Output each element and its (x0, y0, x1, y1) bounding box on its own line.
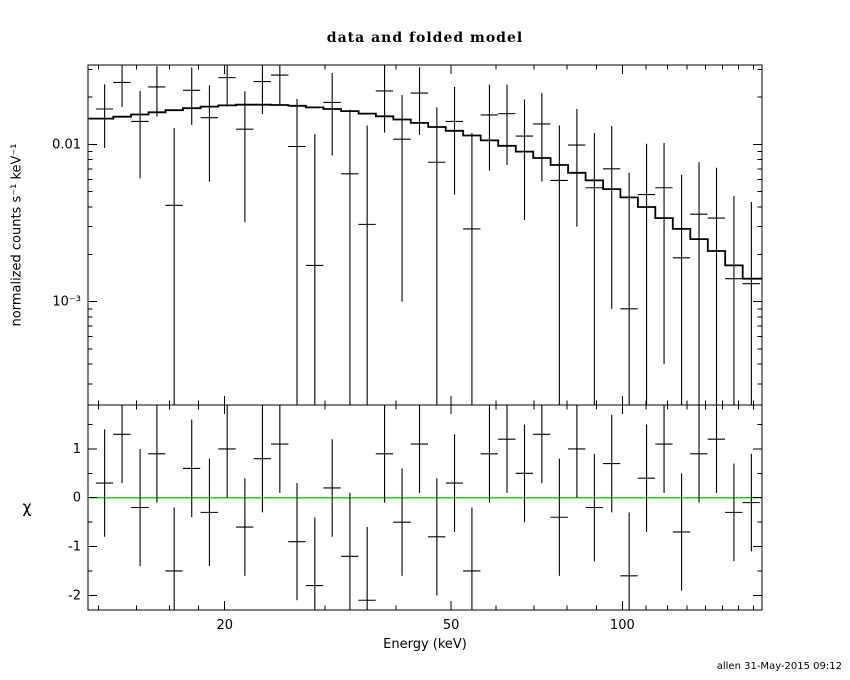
data-series (95, 65, 760, 405)
bottom-panel-frame (87, 404, 763, 611)
x-axis-label: Energy (keV) (383, 637, 467, 652)
x-tick-label: 50 (443, 618, 460, 633)
tick-labels: 0.01 10⁻³ -2 -1 0 1 20 50 100 (52, 137, 635, 633)
residual-series (95, 405, 760, 610)
plot-title: data and folded model (326, 30, 524, 46)
chi-tick-label: -2 (68, 588, 81, 603)
axis-ticks (88, 65, 762, 610)
y-axis-label-counts: normalized counts s⁻¹ keV⁻¹ (9, 143, 25, 327)
model-step-line (88, 103, 762, 280)
panel-frames (87, 64, 763, 611)
y-tick-label: 10⁻³ (52, 295, 81, 310)
y-tick-label: 0.01 (52, 137, 81, 152)
chi-tick-label: 1 (73, 442, 81, 457)
top-panel-frame (87, 64, 763, 406)
plot-footer: allen 31-May-2015 09:12 (716, 661, 842, 672)
chi-tick-label: -1 (68, 540, 81, 555)
chi-tick-label: 0 (73, 491, 81, 506)
x-tick-label: 20 (216, 618, 233, 633)
x-tick-label: 100 (610, 618, 635, 633)
y-axis-label-chi: χ (22, 497, 32, 517)
